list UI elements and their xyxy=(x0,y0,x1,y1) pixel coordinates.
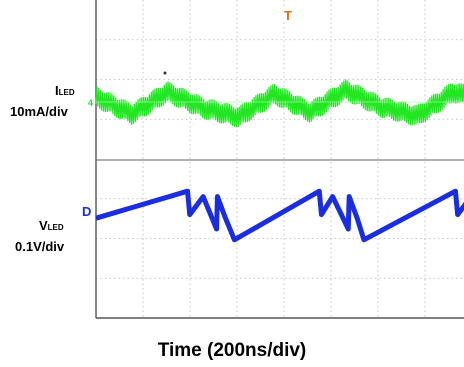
channel2-name-main: V xyxy=(39,218,48,233)
voltage-trace xyxy=(95,188,464,243)
screen-background xyxy=(95,0,464,318)
channel1-marker: 4 xyxy=(88,98,93,108)
trigger-marker-label: T xyxy=(284,8,292,23)
trigger-marker: T xyxy=(283,6,293,23)
x-axis-label: Time (200ns/div) xyxy=(157,340,307,361)
traces: 4D xyxy=(82,79,464,243)
channel1-name-sub: LED xyxy=(58,88,75,97)
channel2-name: VLED xyxy=(39,219,64,232)
channel2-scale: 0.1V/div xyxy=(15,239,65,254)
small-dot xyxy=(163,71,167,75)
current-trace xyxy=(95,79,464,128)
channel1-scale: 10mA/div xyxy=(10,104,68,119)
channel1-name: ILED xyxy=(55,84,75,97)
channel1-name-main: I xyxy=(55,83,59,98)
channel2-marker: D xyxy=(82,204,91,219)
channel2-name-sub: LED xyxy=(47,223,64,232)
